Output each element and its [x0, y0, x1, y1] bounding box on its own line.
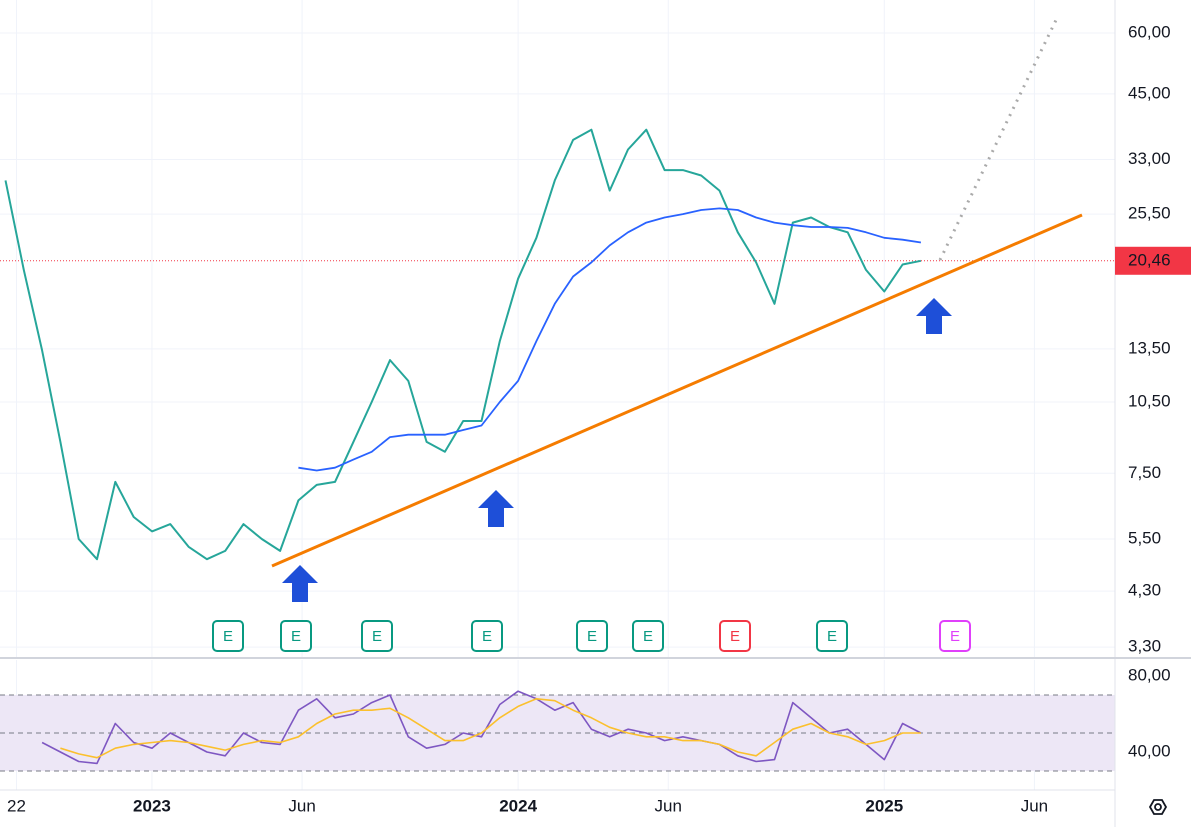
- x-tick-label: Jun: [655, 796, 682, 815]
- earnings-badge: [361, 620, 393, 652]
- earnings-badge: [576, 620, 608, 652]
- rsi-ma-line: [60, 698, 921, 759]
- rsi-tick-label: 40,00: [1128, 741, 1171, 760]
- arrow-up: [478, 490, 514, 527]
- earnings-badge: [212, 620, 244, 652]
- y-tick-label: 10,50: [1128, 392, 1171, 411]
- rsi-band: [0, 694, 1115, 772]
- earnings-label: E: [291, 628, 301, 645]
- x-tick-label: 2024: [499, 796, 537, 815]
- earnings-label: E: [587, 628, 597, 645]
- x-tick-label: 22: [7, 796, 26, 815]
- earnings-label: E: [372, 628, 382, 645]
- settings-dot[interactable]: [1154, 803, 1162, 811]
- trend-line: [271, 213, 1083, 568]
- arrow-up: [916, 298, 952, 334]
- arrow-up: [282, 565, 318, 602]
- x-tick-label: Jun: [288, 796, 315, 815]
- x-tick-label: 2025: [865, 796, 903, 815]
- earnings-label: E: [643, 628, 653, 645]
- plot: [4, 128, 922, 765]
- y-tick-label: 7,50: [1128, 463, 1161, 482]
- earnings-label: E: [827, 628, 837, 645]
- x-tick-label: Jun: [1021, 796, 1048, 815]
- y-tick-label: 25,50: [1128, 204, 1171, 223]
- earnings-badge: [719, 620, 751, 652]
- y-tick-label: 60,00: [1128, 22, 1171, 41]
- settings-icon[interactable]: [1148, 799, 1168, 815]
- last-price-label: 20,46: [1128, 250, 1171, 269]
- earnings-badge: [280, 620, 312, 652]
- earnings-badge: [632, 620, 664, 652]
- earnings-label: E: [950, 628, 960, 645]
- x-tick-label: 2023: [133, 796, 171, 815]
- earnings-badge: [471, 620, 503, 652]
- earnings-badge: [816, 620, 848, 652]
- earnings-label: E: [730, 628, 740, 645]
- earnings-label: E: [223, 628, 233, 645]
- y-tick-label: 3,30: [1128, 637, 1161, 656]
- rsi-tick-label: 80,00: [1128, 665, 1171, 684]
- last-price-box: [1115, 246, 1191, 275]
- price-line: [4, 128, 922, 561]
- moving-average: [298, 207, 922, 472]
- y-tick-label: 33,00: [1128, 149, 1171, 168]
- y-tick-label: 5,50: [1128, 528, 1161, 547]
- y-tick-label: 4,30: [1128, 581, 1161, 600]
- earnings-label: E: [482, 628, 492, 645]
- y-tick-label: 13,50: [1128, 338, 1171, 357]
- earnings-badge: [939, 620, 971, 652]
- axis-labels: 22 2023 Jun 2024 Jun 2025 Jun 60,00 45,00 33,00 25…: [7, 22, 1191, 815]
- settings-hex[interactable]: [1148, 799, 1168, 815]
- y-tick-label: 45,00: [1128, 83, 1171, 102]
